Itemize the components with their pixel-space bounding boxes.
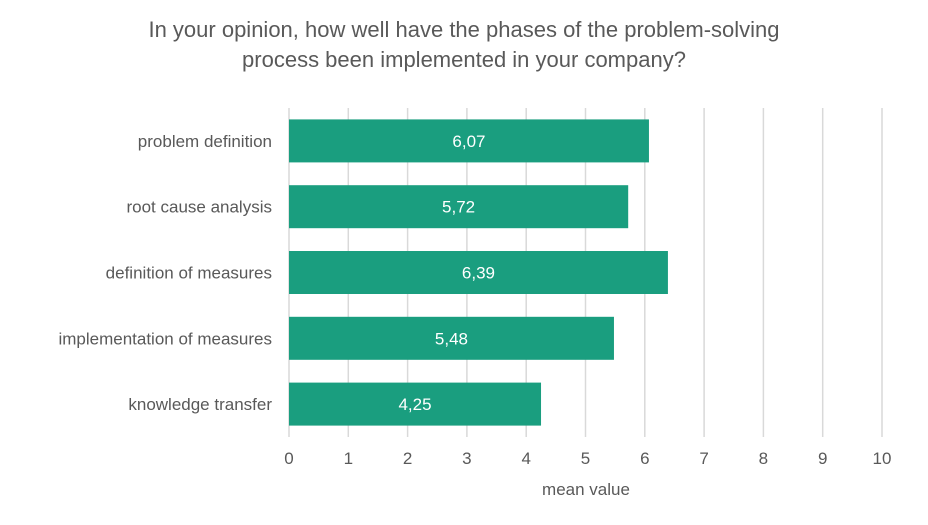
category-label: implementation of measures (58, 329, 272, 348)
category-label: definition of measures (106, 264, 272, 283)
x-axis-title: mean value (542, 480, 630, 499)
x-tick-label: 3 (462, 449, 471, 468)
bar (289, 382, 542, 426)
data-label: 4,25 (398, 395, 431, 414)
chart-title-line-2: process been implemented in your company… (242, 47, 686, 72)
x-tick-label: 0 (284, 449, 293, 468)
x-tick-label: 5 (581, 449, 590, 468)
data-label: 5,72 (442, 198, 475, 217)
bar (289, 316, 614, 360)
category-label: problem definition (138, 132, 272, 151)
x-tick-label: 1 (344, 449, 353, 468)
category-label: knowledge transfer (128, 395, 272, 414)
x-tick-label: 10 (873, 449, 892, 468)
x-tick-label: 4 (521, 449, 530, 468)
labels: 0 1 2 3 4 5 6 7 8 9 10 6,07 problem definition 5,72 ro… (58, 132, 891, 468)
data-label: 6,39 (462, 264, 495, 283)
category-label: root cause analysis (126, 198, 272, 217)
bars (289, 119, 668, 426)
bar (289, 185, 629, 229)
data-label: 5,48 (435, 329, 468, 348)
x-tick-label: 2 (403, 449, 412, 468)
chart-title: In your opinion, how well have the phase… (0, 15, 928, 75)
chart-title-line-1: In your opinion, how well have the phase… (148, 17, 780, 42)
bar (289, 119, 649, 163)
x-tick-label: 8 (759, 449, 768, 468)
bar (289, 251, 668, 294)
x-tick-label: 9 (818, 449, 827, 468)
x-tick-label: 7 (699, 449, 708, 468)
x-tick-label: 6 (640, 449, 649, 468)
data-label: 6,07 (452, 132, 485, 151)
